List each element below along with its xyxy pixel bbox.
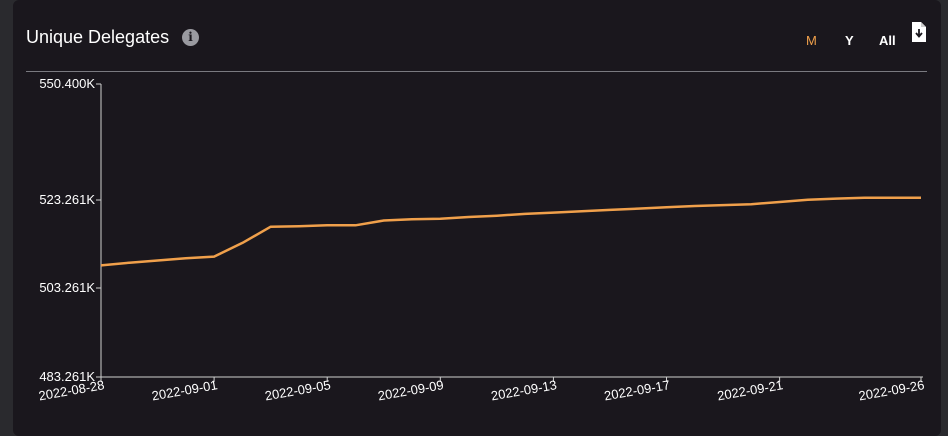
chart-title: Unique Delegates xyxy=(26,27,170,47)
range-button-year[interactable]: Y xyxy=(845,33,854,48)
chart-card xyxy=(13,0,941,436)
x-tick-label: 2022-09-09 xyxy=(377,377,445,403)
y-axis-ticks: 550.400K 523.261K 503.261K 483.261K xyxy=(39,76,101,384)
y-tick-label: 483.261K xyxy=(39,369,95,384)
series-layer xyxy=(100,196,921,267)
header-divider xyxy=(26,71,927,72)
y-tick-label: 550.400K xyxy=(39,76,95,91)
y-tick-label: 503.261K xyxy=(39,280,95,295)
range-button-month[interactable]: M xyxy=(806,33,817,48)
range-button-all[interactable]: All xyxy=(879,33,896,48)
x-axis-ticks: 2022-08-28 2022-09-01 2022-09-05 2022-09-09… xyxy=(37,377,926,404)
x-tick-label: 2022-09-01 xyxy=(151,377,219,403)
x-tick-label: 2022-09-13 xyxy=(490,377,558,403)
x-tick-label: 2022-09-05 xyxy=(264,377,332,403)
info-icon[interactable]: i xyxy=(182,29,199,46)
chart-axes xyxy=(100,84,923,378)
x-tick-label: 2022-09-26 xyxy=(857,377,925,403)
series-line xyxy=(100,196,921,267)
y-tick-label: 523.261K xyxy=(39,192,95,207)
x-tick-label: 2022-09-21 xyxy=(716,377,784,403)
download-file-icon[interactable] xyxy=(911,21,927,43)
x-tick-label: 2022-09-17 xyxy=(603,377,671,403)
